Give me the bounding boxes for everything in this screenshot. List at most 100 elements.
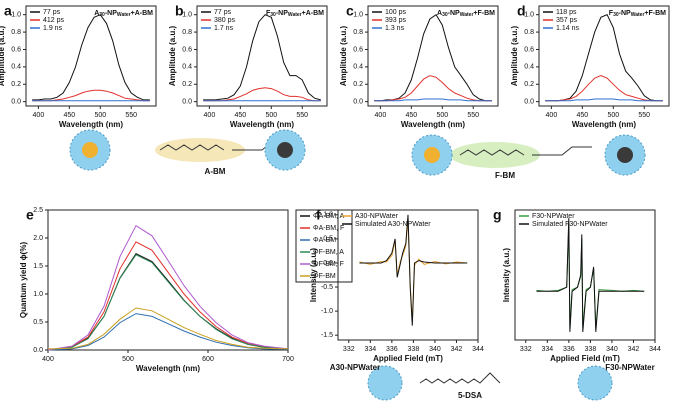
x-tick-label: 332 (520, 346, 532, 353)
series-line (359, 214, 468, 326)
title-part: Water (460, 12, 474, 18)
panel-label: g (493, 207, 502, 223)
molecule (459, 146, 592, 156)
y-tick-label: 0.0 (11, 98, 21, 105)
title-part: +A-BM (302, 10, 325, 17)
y-axis-label: Amplitude (a.u.) (339, 25, 348, 86)
schematic: A-BM F-BM 5-DSA A30-NPWater F30-NPWater (69, 129, 655, 401)
legend-label: ΦF-BM, A (313, 249, 344, 256)
y-tick-label: 0.0 (182, 98, 192, 105)
y-tick-label: 1.0 (182, 12, 192, 19)
legend-label: ΦF-BM, F (313, 261, 344, 268)
y-tick-label: 1.0 (33, 291, 43, 298)
series-line (203, 14, 321, 101)
y-axis-label: Amplitude (a.u.) (168, 25, 177, 86)
title-part: F (609, 10, 614, 17)
plot-frame (367, 5, 499, 107)
x-tick-label: 500 (607, 112, 619, 119)
y-tick-label: 0.4 (353, 64, 363, 71)
title-part: +A-BM (131, 10, 154, 17)
legend-label: ΦF-BM (313, 273, 336, 280)
probe-halo (450, 142, 540, 168)
x-tick-label: 550 (467, 112, 479, 119)
core (424, 147, 440, 163)
legend-label: 1.9 ns (43, 25, 63, 32)
molecule (419, 372, 501, 384)
panel-label: d (517, 3, 526, 19)
y-axis-label: Amplitude (a.u.) (0, 25, 6, 86)
probe-label: A-BM (205, 167, 226, 176)
x-tick-label: 500 (436, 112, 448, 119)
x-tick-label: 342 (451, 346, 463, 353)
panel-label: a (4, 3, 12, 19)
legend-label: 1.14 ns (556, 25, 579, 32)
y-tick-label: 1.0 (353, 12, 363, 19)
x-tick-label: 334 (364, 346, 376, 353)
series-line (374, 98, 492, 102)
series-line (47, 313, 289, 351)
x-tick-label: 340 (606, 346, 618, 353)
nanoparticle (367, 365, 403, 401)
plot-frame (538, 5, 670, 107)
y-axis-label: Intensity (a.u.) (309, 248, 318, 303)
x-tick-label: 342 (628, 346, 640, 353)
series-line (47, 224, 289, 351)
x-axis-label: Applied Field (mT) (550, 354, 620, 363)
y-tick-label: 0.6 (182, 46, 192, 53)
x-tick-label: 600 (202, 356, 214, 363)
y-tick-label: 0.0 (33, 347, 43, 354)
y-tick-label: 0.4 (11, 64, 21, 71)
y-axis-label: Intensity (a.u.) (502, 248, 511, 303)
legend-label: F30-NPWater (532, 213, 575, 220)
legend-label: 77 ps (43, 9, 61, 16)
y-tick-label: -1.0 (321, 308, 333, 315)
y-tick-label: 1.0 (524, 12, 534, 19)
np-label: F30-NPWater (605, 363, 655, 372)
plot-frame (25, 5, 157, 107)
plot-frame (47, 209, 289, 351)
x-tick-label: 400 (375, 112, 387, 119)
title-part: 30 (99, 12, 105, 18)
chart-title: A30-NPWater+F-BM (437, 10, 495, 18)
panel-label: e (26, 207, 34, 223)
title-part: -NP (276, 10, 288, 17)
legend-frame (295, 209, 353, 283)
x-tick-label: 450 (405, 112, 417, 119)
probe-halo (155, 138, 245, 162)
title-part: -NP (448, 10, 460, 17)
np-label: A30-NPWater (330, 363, 380, 372)
x-tick-label: 550 (125, 112, 137, 119)
x-axis-label: Wavelength (nm) (136, 364, 200, 373)
legend-label: A30-NPWater (355, 213, 399, 220)
legend-label: 100 ps (385, 9, 407, 16)
core (277, 142, 293, 158)
y-tick-label: 0.8 (524, 29, 534, 36)
y-tick-label: -0.5 (321, 284, 333, 291)
legend-label: ΦA-BM, A (313, 213, 345, 220)
x-tick-label: 450 (63, 112, 75, 119)
x-tick-label: 336 (386, 346, 398, 353)
y-tick-label: 2.0 (33, 235, 43, 242)
series-line (536, 218, 645, 332)
probe-label: 5-DSA (458, 391, 482, 400)
series-line (47, 241, 289, 351)
x-tick-label: 400 (546, 112, 558, 119)
x-axis-label: Wavelength (nm) (230, 120, 294, 129)
y-tick-label: 0.2 (182, 81, 192, 88)
legend-label: 77 ps (214, 9, 232, 16)
plot-frame (196, 5, 328, 107)
x-tick-label: 400 (42, 356, 54, 363)
series-line (47, 307, 289, 350)
series-line (32, 14, 150, 101)
title-part: 30 (270, 12, 276, 18)
y-tick-label: 1.0 (323, 212, 333, 219)
x-axis-label: Wavelength (nm) (572, 120, 636, 129)
chart-title: F30-NPWater+F-BM (609, 10, 666, 18)
core (617, 147, 633, 163)
title-part: Water (631, 12, 645, 18)
y-tick-label: 0.0 (353, 98, 363, 105)
y-tick-label: 0.2 (353, 81, 363, 88)
panel-label: b (175, 3, 184, 19)
y-tick-label: 0.6 (353, 46, 363, 53)
